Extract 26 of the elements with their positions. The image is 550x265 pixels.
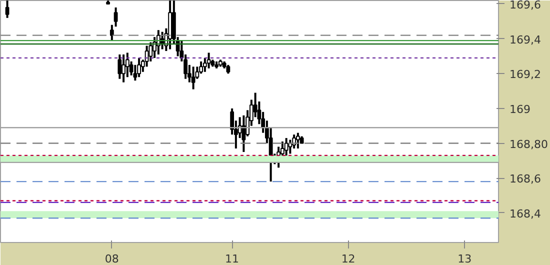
candlestick [191,66,196,90]
candlestick [125,52,130,78]
x-tick-label: 12 [341,252,356,265]
candlestick [202,56,207,73]
candlestick [5,0,10,19]
y-tick-label: 168,6 [510,172,541,186]
x-tick-label: 11 [225,252,240,265]
candlestick [137,56,141,78]
x-tick-label: 13 [458,252,472,265]
candlestick [148,41,153,62]
y-tick-label: 169 [510,102,530,116]
candlestick [199,60,204,75]
y-tick-label: 169,4 [510,33,541,46]
candlestick [122,53,126,84]
candlestick [114,6,118,28]
candlestick [242,114,246,153]
candlestick [206,52,211,70]
candlestick [110,24,114,42]
candlestick [118,53,122,80]
y-tick-label: 169,6 [510,0,541,12]
y-tick-label: 169,2 [510,68,541,82]
x-tick-label: 08 [104,252,119,265]
y-tick-label: 168,4 [510,207,541,220]
ref-line-label: 168,80 [510,138,548,151]
candlestick [144,44,149,68]
candlestick [296,132,300,150]
